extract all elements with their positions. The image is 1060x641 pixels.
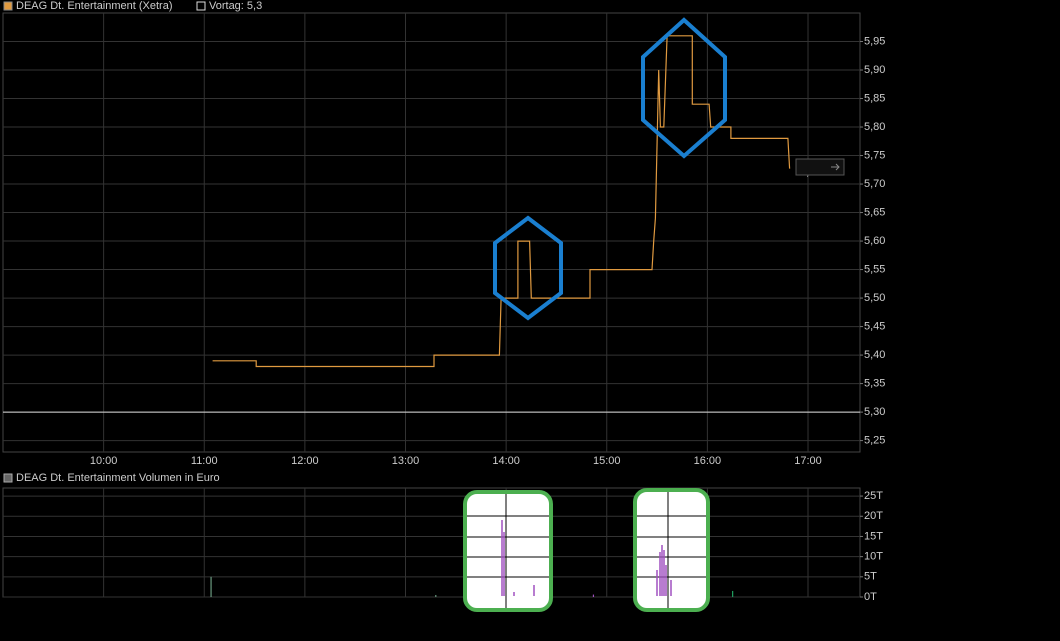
x-tick-label: 15:00 bbox=[593, 455, 621, 467]
x-tick-label: 12:00 bbox=[291, 455, 319, 467]
x-tick-label: 17:00 bbox=[794, 455, 822, 467]
zoom-inset bbox=[633, 488, 710, 612]
inset-grid bbox=[637, 492, 706, 608]
highlight-hexagon bbox=[493, 215, 563, 321]
price-line bbox=[212, 35, 791, 368]
y-tick-label: 5,50 bbox=[864, 292, 885, 304]
y-tick-label: 5,55 bbox=[864, 263, 885, 275]
y-tick-label: 5,75 bbox=[864, 149, 885, 161]
y-tick-label: 5,35 bbox=[864, 377, 885, 389]
legend-label: Vortag: 5,3 bbox=[209, 0, 262, 12]
legend-swatch bbox=[196, 1, 206, 11]
y-tick-label: 15T bbox=[864, 530, 883, 542]
x-tick-label: 16:00 bbox=[694, 455, 722, 467]
inset-grid bbox=[467, 494, 549, 608]
volume-title: DEAG Dt. Entertainment Volumen in Euro bbox=[16, 472, 220, 484]
price-frame bbox=[2, 12, 861, 453]
last-price-box bbox=[795, 158, 845, 176]
y-tick-label: 5,25 bbox=[864, 435, 885, 447]
y-tick-label: 5,60 bbox=[864, 235, 885, 247]
y-tick-label: 5,30 bbox=[864, 406, 885, 418]
x-tick-label: 11:00 bbox=[191, 455, 218, 467]
y-tick-label: 0T bbox=[864, 591, 877, 603]
legend-label: DEAG Dt. Entertainment (Xetra) bbox=[16, 0, 173, 12]
y-tick-label: 5,65 bbox=[864, 206, 885, 218]
y-tick-label: 10T bbox=[864, 551, 883, 563]
legend-swatch bbox=[3, 473, 13, 483]
inset-bars bbox=[501, 520, 535, 596]
y-tick-label: 5T bbox=[864, 571, 877, 583]
volume-bar bbox=[435, 594, 437, 597]
last-price-frame bbox=[795, 158, 845, 176]
y-tick-label: 5,80 bbox=[864, 121, 885, 133]
x-tick-label: 10:00 bbox=[90, 455, 118, 467]
inset-bars bbox=[656, 545, 672, 596]
volume-bar bbox=[210, 576, 212, 597]
x-tick-label: 14:00 bbox=[492, 455, 520, 467]
y-tick-label: 5,70 bbox=[864, 178, 885, 190]
y-tick-label: 20T bbox=[864, 510, 883, 522]
y-tick-label: 5,95 bbox=[864, 35, 885, 47]
y-tick-label: 25T bbox=[864, 490, 883, 502]
y-tick-label: 5,45 bbox=[864, 320, 885, 332]
zoom-inset bbox=[463, 490, 553, 612]
legend-swatch bbox=[3, 1, 13, 11]
y-tick-label: 5,40 bbox=[864, 349, 885, 361]
highlight-hexagon bbox=[641, 17, 727, 159]
volume-bar bbox=[732, 590, 734, 597]
annotations bbox=[463, 17, 727, 612]
volume-bar bbox=[592, 594, 595, 597]
arrow-icon bbox=[831, 163, 840, 171]
y-tick-label: 5,90 bbox=[864, 64, 885, 76]
x-tick-label: 13:00 bbox=[392, 455, 420, 467]
y-tick-label: 5,85 bbox=[864, 92, 885, 104]
